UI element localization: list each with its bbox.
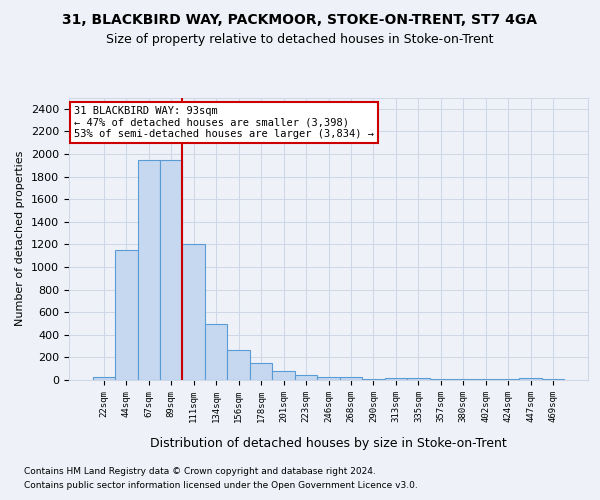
Text: 31 BLACKBIRD WAY: 93sqm
← 47% of detached houses are smaller (3,398)
53% of semi: 31 BLACKBIRD WAY: 93sqm ← 47% of detache… — [74, 106, 374, 139]
Bar — [430, 379, 452, 380]
Bar — [182, 244, 205, 380]
Text: 31, BLACKBIRD WAY, PACKMOOR, STOKE-ON-TRENT, ST7 4GA: 31, BLACKBIRD WAY, PACKMOOR, STOKE-ON-TR… — [62, 12, 538, 26]
Text: Size of property relative to detached houses in Stoke-on-Trent: Size of property relative to detached ho… — [106, 32, 494, 46]
Bar — [317, 376, 340, 380]
Bar — [227, 350, 250, 380]
Bar — [250, 363, 272, 380]
Bar — [160, 160, 182, 380]
Bar — [272, 371, 295, 380]
Bar — [520, 378, 542, 380]
Bar — [340, 376, 362, 380]
Y-axis label: Number of detached properties: Number of detached properties — [16, 151, 25, 326]
Bar — [137, 160, 160, 380]
Text: Contains HM Land Registry data © Crown copyright and database right 2024.: Contains HM Land Registry data © Crown c… — [24, 468, 376, 476]
Bar — [205, 324, 227, 380]
Bar — [295, 376, 317, 380]
Bar — [362, 379, 385, 380]
Bar — [407, 378, 430, 380]
Text: Distribution of detached houses by size in Stoke-on-Trent: Distribution of detached houses by size … — [151, 438, 507, 450]
Bar — [115, 250, 137, 380]
Bar — [385, 378, 407, 380]
Bar — [542, 379, 565, 380]
Text: Contains public sector information licensed under the Open Government Licence v3: Contains public sector information licen… — [24, 481, 418, 490]
Bar — [92, 376, 115, 380]
